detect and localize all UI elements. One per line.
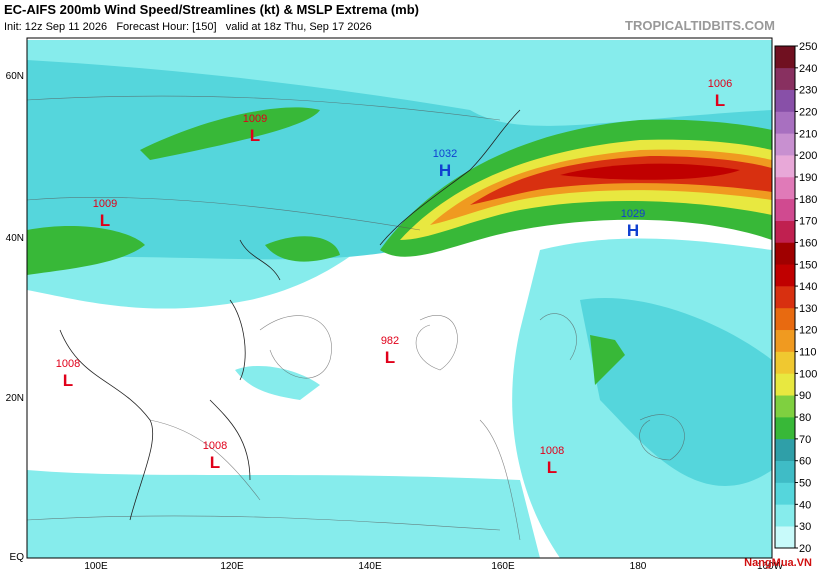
colorbar-label: 150	[799, 259, 817, 271]
center-value: 1006	[708, 78, 732, 90]
colorbar-segment	[775, 438, 795, 461]
colorbar-frame	[774, 45, 796, 549]
colorbar-label: 180	[799, 194, 817, 206]
lon-label: 160W	[757, 561, 784, 572]
map	[26, 37, 773, 559]
center-value: 1009	[243, 113, 267, 125]
colorbar: 20 30 40 50 60 70 80 90 100 110 120 130 140 150 160 170…	[774, 41, 817, 555]
colorbar-segment	[775, 46, 795, 69]
watermark: TROPICALTIDBITS.COM	[625, 18, 775, 33]
center-kind: L	[385, 348, 395, 367]
colorbar-segment	[775, 417, 795, 440]
colorbar-label: 20	[799, 543, 811, 555]
colorbar-segment	[775, 307, 795, 331]
colorbar-segment	[775, 111, 795, 134]
colorbar-label: 70	[799, 434, 811, 446]
lat-label: 20N	[6, 393, 24, 404]
colorbar-label: 170	[799, 216, 817, 228]
colorbar-segment	[775, 220, 795, 243]
colorbar-label: 130	[799, 303, 817, 315]
colorbar-label: 80	[799, 412, 811, 424]
colorbar-label: 240	[799, 63, 817, 75]
lon-label: 120E	[220, 561, 244, 572]
lon-label: 100E	[84, 561, 108, 572]
colorbar-label: 210	[799, 128, 817, 140]
colorbar-label: 110	[799, 347, 817, 359]
colorbar-segment	[775, 526, 795, 549]
colorbar-label: 190	[799, 172, 817, 184]
lon-label: 140E	[358, 561, 382, 572]
center-kind: L	[547, 458, 557, 477]
lon-label: 180	[630, 561, 647, 572]
center-value: 1008	[540, 445, 564, 457]
colorbar-label: 50	[799, 478, 811, 490]
subtitle: Init: 12z Sep 11 2026 Forecast Hour: [15…	[4, 21, 372, 33]
colorbar-segment	[775, 460, 795, 483]
colorbar-segment	[775, 482, 795, 505]
colorbar-label: 120	[799, 325, 817, 337]
colorbar-segment	[775, 198, 795, 221]
colorbar-label: 60	[799, 456, 811, 468]
lat-label: 40N	[6, 233, 24, 244]
colorbar-segment	[775, 89, 795, 112]
branding: NangMua.VN	[744, 557, 812, 569]
colorbar-label: 140	[799, 281, 817, 293]
lat-label: EQ	[10, 552, 25, 563]
colorbar-segment	[775, 133, 795, 156]
colorbar-segment	[775, 504, 795, 527]
colorbar-segment	[775, 286, 795, 309]
colorbar-segment	[775, 67, 795, 90]
colorbar-label: 90	[799, 390, 811, 402]
center-value: 1008	[56, 358, 80, 370]
title: EC-AIFS 200mb Wind Speed/Streamlines (kt…	[4, 2, 419, 17]
colorbar-segment	[775, 395, 795, 418]
center-value: 982	[381, 335, 399, 347]
colorbar-segment	[775, 242, 795, 265]
colorbar-segment	[775, 155, 795, 178]
center-kind: L	[63, 371, 73, 390]
colorbar-label: 230	[799, 85, 817, 97]
colorbar-label: 40	[799, 499, 811, 511]
center-value: 1032	[433, 148, 457, 160]
colorbar-label: 30	[799, 521, 811, 533]
axis-labels: 60N 40N 20N EQ 100E 120E 140E 160E 180 160W	[6, 71, 784, 572]
colorbar-segment	[775, 329, 795, 352]
center-value: 1029	[621, 208, 645, 220]
colorbar-label: 200	[799, 150, 817, 162]
lat-label: 60N	[6, 71, 24, 82]
colorbar-segment	[775, 176, 795, 200]
colorbar-label: 250	[799, 41, 817, 53]
pressure-centers: 1009L1009L1032H1029H1006L982L1008L1008L1…	[56, 78, 732, 477]
center-kind: H	[439, 161, 451, 180]
colorbar-label: 100	[799, 368, 817, 380]
center-kind: L	[210, 453, 220, 472]
center-kind: L	[715, 91, 725, 110]
colorbar-segment	[775, 264, 795, 287]
center-kind: H	[627, 221, 639, 240]
center-value: 1009	[93, 198, 117, 210]
colorbar-label: 160	[799, 237, 817, 249]
lon-label: 160E	[491, 561, 515, 572]
center-kind: L	[100, 211, 110, 230]
center-kind: L	[250, 126, 260, 145]
colorbar-label: 220	[799, 106, 817, 118]
colorbar-segment	[775, 351, 795, 374]
colorbar-segment	[775, 373, 795, 396]
center-value: 1008	[203, 440, 227, 452]
